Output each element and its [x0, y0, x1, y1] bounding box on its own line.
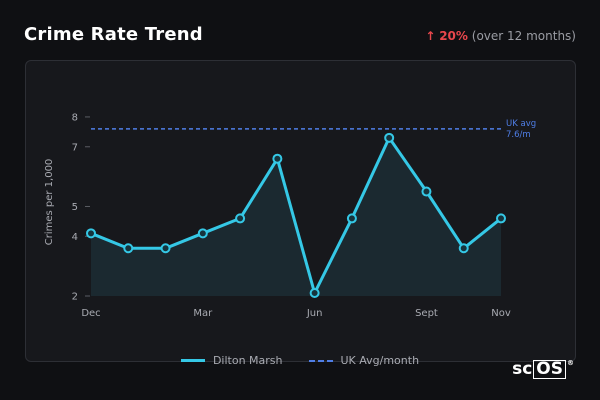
chart-title: Crime Rate Trend: [24, 24, 203, 45]
uk-average-label: UK avg: [506, 119, 536, 129]
x-tick-label: Dec: [81, 308, 100, 319]
y-tick-label: 2: [72, 292, 78, 303]
uk-average-value-label: 7.6/m: [506, 130, 531, 140]
x-tick-label: Jun: [306, 308, 323, 319]
data-point[interactable]: [235, 213, 246, 224]
data-point[interactable]: [458, 243, 469, 254]
brand-logo: sc OS ®: [512, 359, 574, 379]
y-tick-label: 4: [72, 232, 78, 243]
data-point[interactable]: [123, 243, 134, 254]
x-tick-label: Sept: [415, 308, 438, 319]
registered-mark: ®: [567, 359, 574, 367]
data-point[interactable]: [384, 132, 395, 143]
up-arrow-icon: ↑: [425, 29, 436, 43]
y-tick-label: 5: [72, 202, 78, 213]
logo-prefix: sc: [512, 359, 533, 379]
legend-item-series[interactable]: Dilton Marsh: [180, 354, 283, 367]
y-axis-label: Crimes per 1,000: [44, 159, 55, 246]
data-point[interactable]: [421, 186, 432, 197]
data-point[interactable]: [197, 228, 208, 239]
legend-label-series: Dilton Marsh: [212, 354, 283, 367]
data-point[interactable]: [160, 243, 171, 254]
data-point[interactable]: [309, 288, 320, 299]
data-point[interactable]: [496, 213, 506, 224]
data-point[interactable]: [86, 228, 96, 239]
data-point[interactable]: [346, 213, 357, 224]
chart-card: [25, 60, 576, 362]
x-tick-label: Nov: [491, 308, 511, 319]
legend-item-reference[interactable]: UK Avg/month: [308, 354, 420, 367]
change-indicator: ↑ 20% (over 12 months): [425, 29, 576, 43]
series-area-fill: [91, 137, 501, 296]
change-period: (over 12 months): [471, 29, 576, 43]
change-percentage: 20%: [439, 29, 468, 43]
series-line-dilton-marsh: [90, 136, 502, 295]
x-tick-label: Mar: [193, 308, 213, 319]
y-tick-label: 7: [72, 142, 78, 153]
chart-legend: Dilton Marsh UK Avg/month: [0, 354, 600, 367]
y-tick-label: 8: [72, 112, 78, 123]
legend-swatch-series: [180, 359, 205, 362]
legend-label-reference: UK Avg/month: [340, 354, 420, 367]
legend-swatch-reference: [308, 359, 333, 362]
logo-boxed-text: OS: [533, 359, 566, 379]
data-point[interactable]: [272, 153, 283, 164]
